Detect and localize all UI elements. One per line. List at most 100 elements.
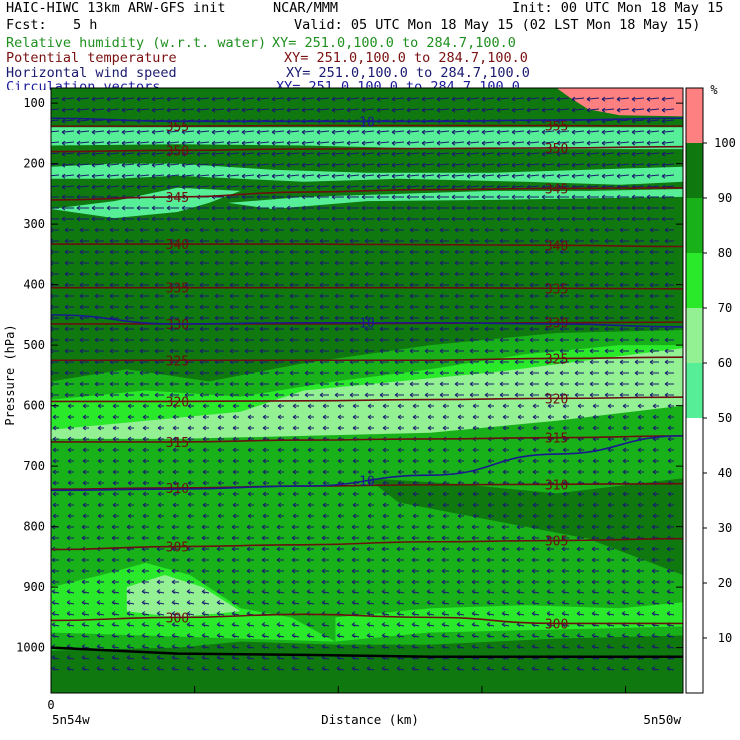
circulation-vector-985 bbox=[334, 348, 344, 354]
circulation-vector-81 bbox=[631, 107, 645, 113]
circulation-vector-338 bbox=[76, 184, 90, 190]
circulation-vector-472 bbox=[196, 216, 209, 222]
circulation-vector-2060 bbox=[81, 633, 90, 638]
circulation-vector-1809 bbox=[96, 568, 104, 574]
circulation-vector-2218 bbox=[561, 666, 570, 671]
circulation-vector-2001 bbox=[456, 611, 465, 616]
circulation-vector-1984 bbox=[201, 611, 210, 616]
circulation-vector-1093 bbox=[64, 381, 74, 387]
fcst-value: 5 h bbox=[73, 17, 98, 33]
circulation-vector-1947 bbox=[276, 600, 285, 605]
circulation-vector-1383 bbox=[637, 447, 644, 453]
circulation-vector-1841 bbox=[576, 568, 584, 574]
circulation-vector-420 bbox=[51, 207, 59, 209]
circulation-vector-2008 bbox=[561, 611, 570, 616]
circulation-vector-1755 bbox=[546, 546, 554, 552]
circulation-vector-1703 bbox=[396, 535, 404, 541]
circulation-vector-2083 bbox=[426, 633, 435, 638]
circulation-vector-263 bbox=[211, 162, 225, 168]
circulation-vector-1819 bbox=[246, 568, 254, 574]
circulation-vector-1145 bbox=[214, 392, 224, 398]
circulation-vector-941 bbox=[304, 337, 314, 343]
circulation-vector-1969 bbox=[606, 600, 615, 605]
circulation-vector-1355 bbox=[217, 447, 224, 453]
circulation-vector-1079 bbox=[484, 370, 494, 376]
circulation-vector-1554 bbox=[52, 502, 59, 508]
circulation-vector-1048 bbox=[649, 359, 659, 365]
circulation-vector-1874 bbox=[441, 579, 449, 585]
theta-contour-label-5-0: 325 bbox=[166, 354, 189, 369]
circulation-vector-704 bbox=[529, 271, 539, 277]
circulation-vector-638 bbox=[169, 260, 179, 266]
circulation-vector-1533 bbox=[367, 491, 374, 497]
circulation-vector-1166 bbox=[529, 392, 539, 398]
circulation-vector-396 bbox=[316, 194, 329, 200]
circulation-vector-1357 bbox=[247, 447, 254, 453]
circulation-vector-1165 bbox=[514, 392, 524, 398]
circulation-vector-1752 bbox=[501, 546, 509, 552]
circulation-vector-1312 bbox=[202, 436, 209, 442]
circulation-vector-498 bbox=[586, 216, 599, 222]
circulation-vector-471 bbox=[181, 216, 194, 222]
circulation-vector-1194 bbox=[322, 403, 329, 409]
circulation-vector-961 bbox=[604, 337, 614, 343]
circulation-vector-940 bbox=[289, 337, 299, 343]
circulation-vector-822 bbox=[409, 304, 419, 310]
circulation-vector-671 bbox=[664, 260, 674, 266]
circulation-vector-309 bbox=[271, 173, 285, 179]
circulation-vector-1971 bbox=[636, 600, 645, 605]
circulation-vector-1541 bbox=[487, 491, 494, 497]
circulation-vector-1041 bbox=[544, 359, 554, 365]
circulation-vector-1644 bbox=[141, 524, 149, 530]
circulation-vector-1123 bbox=[514, 381, 524, 387]
circulation-vector-148 bbox=[376, 129, 390, 135]
circulation-vector-960 bbox=[589, 337, 599, 343]
circulation-vector-733 bbox=[334, 282, 344, 288]
circulation-vector-2119 bbox=[336, 644, 345, 649]
y-tick-label-2: 300 bbox=[23, 217, 45, 231]
circulation-vector-2134 bbox=[561, 644, 570, 649]
circulation-vector-905 bbox=[394, 326, 404, 332]
circulation-vector-902 bbox=[349, 326, 359, 332]
circulation-vector-979 bbox=[244, 348, 254, 354]
circulation-vector-1795 bbox=[516, 557, 524, 563]
circulation-vector-857 bbox=[304, 315, 314, 321]
circulation-vector-723 bbox=[184, 282, 194, 288]
circulation-vector-1806 bbox=[51, 568, 59, 574]
circulation-vector-1740 bbox=[321, 546, 329, 552]
circulation-vector-1426 bbox=[652, 458, 659, 464]
circulation-vector-1524 bbox=[232, 491, 239, 497]
circulation-vector-402 bbox=[406, 194, 419, 200]
circulation-vector-457 bbox=[601, 205, 614, 211]
circulation-vector-200 bbox=[526, 140, 540, 146]
circulation-vector-2208 bbox=[411, 666, 420, 671]
circulation-vector-1714 bbox=[561, 535, 569, 541]
circulation-vector-448 bbox=[466, 205, 479, 211]
circulation-vector-2112 bbox=[231, 644, 240, 649]
circulation-vector-997 bbox=[514, 348, 524, 354]
circulation-vector-593 bbox=[124, 249, 134, 255]
circulation-vector-254 bbox=[76, 162, 90, 168]
circulation-vector-403 bbox=[421, 194, 434, 200]
circulation-vector-1388 bbox=[82, 458, 89, 464]
circulation-vector-184 bbox=[286, 140, 300, 146]
circulation-vector-455 bbox=[571, 205, 584, 211]
circulation-vector-143 bbox=[301, 129, 315, 135]
circulation-vector-1138 bbox=[109, 392, 119, 398]
circulation-vector-1214 bbox=[622, 403, 629, 409]
circulation-vector-935 bbox=[214, 337, 224, 343]
circulation-vector-592 bbox=[109, 249, 119, 255]
circulation-vector-415 bbox=[601, 194, 614, 200]
circulation-vector-2032 bbox=[291, 622, 300, 627]
circulation-vector-599 bbox=[214, 249, 224, 255]
circulation-vector-1866 bbox=[321, 579, 329, 585]
circulation-vector-1385 bbox=[667, 447, 674, 453]
circulation-vector-1098 bbox=[139, 381, 149, 387]
circulation-vector-795 bbox=[634, 293, 644, 299]
circulation-vector-713 bbox=[664, 271, 674, 277]
circulation-vector-147 bbox=[361, 129, 375, 135]
circulation-vector-699 bbox=[454, 271, 464, 277]
circulation-vector-650 bbox=[349, 260, 359, 266]
circulation-vector-1927 bbox=[606, 589, 615, 594]
circulation-vector-289 bbox=[601, 162, 615, 168]
